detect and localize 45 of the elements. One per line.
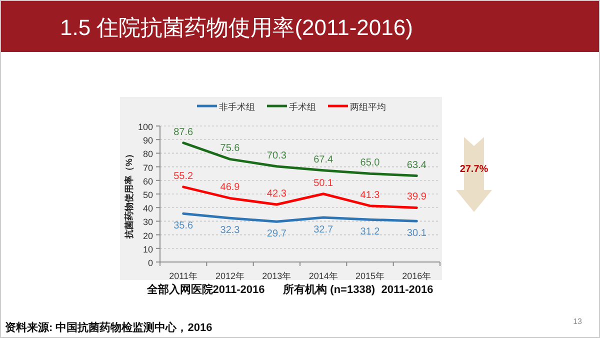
data-label: 65.0 [360,158,380,169]
x-tick-label: 2015年 [355,271,385,281]
legend-label: 两组平均 [350,102,386,112]
data-label: 87.6 [174,126,194,138]
data-label: 50.1 [314,178,334,189]
y-tick-label: 40 [142,204,153,214]
y-tick-label: 10 [142,244,153,254]
data-label: 30.1 [406,228,427,240]
data-label: 35.6 [174,220,194,232]
legend-label: 非手术组 [219,102,255,112]
y-tick-label: 60 [142,176,153,186]
data-label: 32.7 [314,224,334,236]
data-label: 55.2 [174,170,194,182]
x-tick-label: 2014年 [308,271,338,281]
x-tick-label: 2012年 [215,271,245,281]
data-label: 42.3 [266,188,287,200]
data-label: 32.3 [220,225,240,236]
data-label: 63.4 [406,160,427,171]
data-label: 67.4 [314,154,334,166]
data-label: 39.9 [406,192,427,203]
data-label: 41.3 [360,190,380,201]
x-tick-label: 2016年 [402,271,432,281]
y-tick-label: 50 [142,190,153,200]
text: 27.7% [460,164,488,175]
text: 全部入网医院2011-2016 所有机构 (n=1338) 2011-2016 [146,283,434,296]
text: 资料来源: 中国抗菌药物检监测中心，2016 [5,321,212,334]
y-tick-label: 80 [142,149,153,160]
text: 13 [573,317,583,326]
x-tick-label: 2013年 [262,271,292,281]
data-label: 46.9 [220,182,240,194]
title: 1.5 住院抗菌药物使用率(2011-2016) [60,15,413,40]
line-series [182,212,418,223]
data-label: 31.2 [360,226,380,238]
x-tick-label: 2011年 [169,271,198,281]
data-label: 29.7 [266,228,287,240]
data-label: 75.6 [220,143,240,154]
y-tick-label: 70 [142,162,153,173]
y-axis-title: 抗菌药物使用率（%） [124,149,134,240]
y-tick-label: 90 [142,136,153,146]
y-tick-label: 20 [142,230,153,241]
y-tick-label: 0 [148,258,153,268]
legend-label: 手术组 [289,102,316,112]
y-tick-label: 30 [142,217,153,228]
data-label: 70.3 [266,150,287,162]
y-tick-label: 100 [138,122,153,132]
